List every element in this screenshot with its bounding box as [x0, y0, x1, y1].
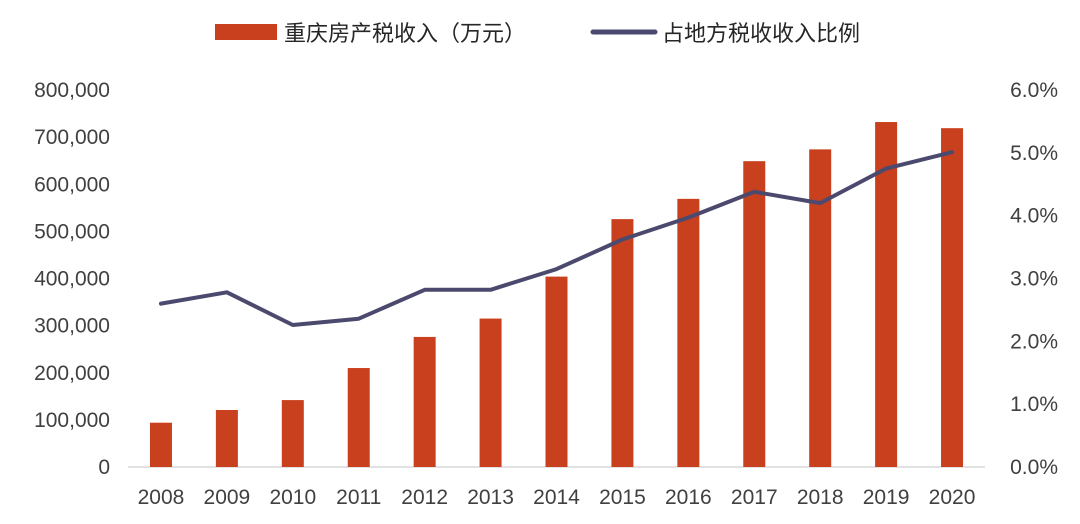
- x-tick-label: 2018: [797, 486, 844, 509]
- x-tick-label: 2017: [731, 486, 778, 509]
- left-axis: 0 100,000 200,000 300,000 400,000 500,000 600,…: [34, 79, 110, 479]
- x-tick-label: 2009: [204, 486, 251, 509]
- y-right-tick-label: 2.0%: [1010, 330, 1058, 353]
- y-left-tick-label: 700,000: [34, 126, 110, 149]
- bar: [743, 161, 766, 467]
- y-left-tick-label: 200,000: [34, 362, 110, 385]
- x-axis: 2008 2009 2010 2011 2012 2013 2014 2015 2016 2017…: [138, 486, 976, 509]
- bar: [677, 198, 700, 467]
- y-left-tick-label: 100,000: [34, 409, 110, 432]
- x-tick-label: 2010: [269, 486, 316, 509]
- bar: [149, 422, 172, 467]
- x-tick-label: 2013: [467, 486, 514, 509]
- bar: [941, 128, 964, 467]
- y-left-tick-label: 500,000: [34, 220, 110, 243]
- y-right-tick-label: 6.0%: [1010, 79, 1058, 102]
- bar: [875, 122, 898, 468]
- x-tick-label: 2019: [863, 486, 910, 509]
- bar-series: [149, 122, 964, 468]
- x-tick-label: 2008: [138, 486, 185, 509]
- y-right-tick-label: 1.0%: [1010, 393, 1058, 416]
- line-series: [159, 150, 954, 327]
- legend-swatch-bar: [215, 24, 277, 40]
- y-right-tick-label: 3.0%: [1010, 268, 1058, 291]
- series-line: [159, 150, 954, 327]
- y-left-tick-label: 400,000: [34, 268, 110, 291]
- legend: 重庆房产税收入（万元） 占地方税收收入比例: [215, 22, 860, 47]
- legend-label-line: 占地方税收收入比例: [662, 22, 860, 47]
- bar: [413, 336, 436, 467]
- bar: [479, 318, 502, 467]
- x-tick-label: 2020: [929, 486, 976, 509]
- y-left-tick-label: 800,000: [34, 79, 110, 102]
- y-left-tick-label: 600,000: [34, 173, 110, 196]
- bar: [347, 368, 370, 467]
- legend-label-bar: 重庆房产税收入（万元）: [284, 22, 526, 47]
- y-right-tick-label: 0.0%: [1010, 456, 1058, 479]
- x-tick-label: 2012: [401, 486, 448, 509]
- y-right-tick-label: 5.0%: [1010, 142, 1058, 165]
- y-left-tick-label: 0: [98, 456, 110, 479]
- x-tick-label: 2015: [599, 486, 646, 509]
- bar: [809, 149, 832, 467]
- x-tick-label: 2016: [665, 486, 712, 509]
- y-left-tick-label: 300,000: [34, 315, 110, 338]
- bar: [281, 400, 304, 467]
- x-tick-label: 2011: [336, 486, 381, 509]
- bar: [611, 219, 634, 467]
- bar: [545, 276, 568, 467]
- right-axis: 0.0% 1.0% 2.0% 3.0% 4.0% 5.0% 6.0%: [1010, 79, 1058, 479]
- bar: [215, 409, 238, 467]
- y-right-tick-label: 4.0%: [1010, 205, 1058, 228]
- x-tick-label: 2014: [533, 486, 580, 509]
